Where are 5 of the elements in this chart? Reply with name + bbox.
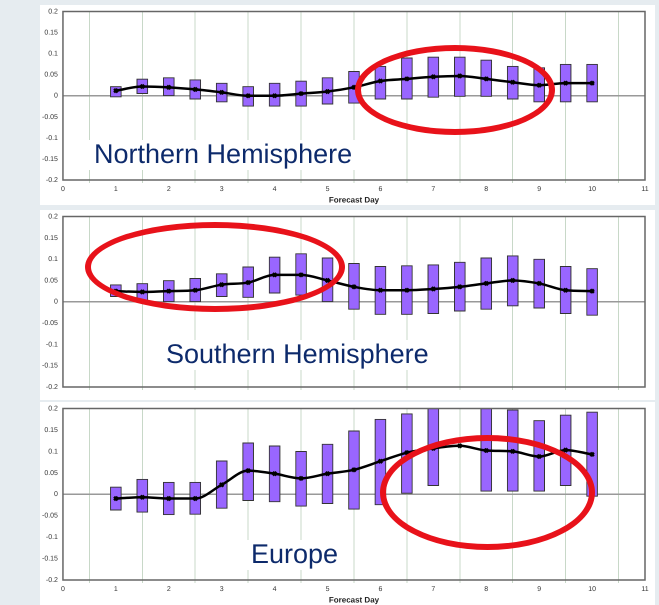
text: Southern Hemisphere <box>160 339 435 370</box>
text: Europe <box>245 539 344 570</box>
text: Northern Hemisphere <box>88 139 358 170</box>
x-axis-title: Forecast Day <box>328 195 380 204</box>
x-axis-title: Forecast Day <box>328 595 380 604</box>
